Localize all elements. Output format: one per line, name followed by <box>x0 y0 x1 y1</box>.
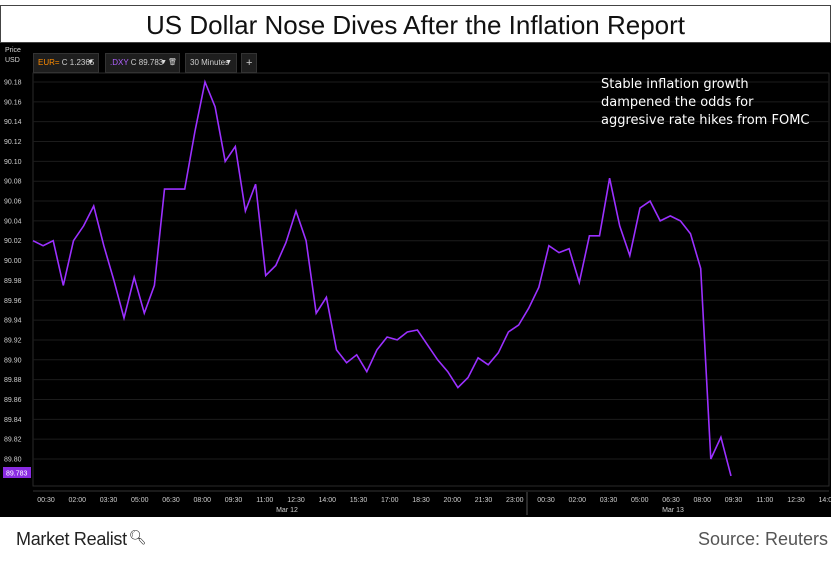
x-tick-label: 02:00 <box>568 497 586 504</box>
y-tick-label: 89.94 <box>4 318 22 325</box>
y-tick-label: 89.80 <box>4 457 22 464</box>
annotation-line-1: Stable inflation growth <box>601 77 749 92</box>
price-label-line2: USD <box>5 57 20 64</box>
eur-prefix: EUR= <box>38 58 60 67</box>
y-tick-label: 90.08 <box>4 179 22 186</box>
x-tick-label: 15:30 <box>350 497 368 504</box>
x-tick-label: 14:00 <box>318 497 336 504</box>
x-tick-label: 12:30 <box>787 497 805 504</box>
x-tick-label: 09:30 <box>225 497 243 504</box>
x-tick-label: 12:30 <box>287 497 305 504</box>
x-tick-label: 03:30 <box>100 497 118 504</box>
x-tick-label: 20:00 <box>443 497 461 504</box>
title-box: US Dollar Nose Dives After the Inflation… <box>0 5 831 43</box>
x-tick-label: 11:00 <box>756 497 773 504</box>
chart-toolbar: Price USD EUR= C 1.2365 ▼ .DXY C 89.783 … <box>0 43 831 73</box>
brand-logo: Market Realist 🔍︎ <box>16 529 147 550</box>
y-tick-label: 90.12 <box>4 139 22 146</box>
trash-icon[interactable]: 🗑 <box>168 59 177 66</box>
eur-value: C 1.2365 <box>61 58 95 67</box>
x-tick-label: 03:30 <box>600 497 618 504</box>
y-tick-label: 90.02 <box>4 238 22 245</box>
dxy-series-line <box>32 79 732 477</box>
footer: Market Realist 🔍︎ Source: Reuters <box>0 517 833 561</box>
x-tick-label: 09:30 <box>725 497 743 504</box>
magnifier-icon: 🔍︎ <box>128 529 147 545</box>
x-tick-label: 08:00 <box>193 497 211 504</box>
x-tick-label: 05:00 <box>631 497 649 504</box>
y-tick-label: 90.04 <box>4 218 22 225</box>
y-tick-label: 89.90 <box>4 357 22 364</box>
y-tick-label: 90.10 <box>4 159 22 166</box>
x-tick-label: 08:00 <box>693 497 711 504</box>
source-credit: Source: Reuters <box>697 529 828 549</box>
y-tick-label: 90.00 <box>4 258 22 265</box>
add-series-button[interactable]: + <box>241 53 257 73</box>
annotation-line-2: dampened the odds for <box>601 95 754 110</box>
interval-value: 30 Minutes <box>190 58 230 67</box>
chevron-down-icon: ▼ <box>225 59 232 66</box>
y-tick-label: 89.88 <box>4 377 22 384</box>
price-tag-label: 89.783 <box>6 471 28 478</box>
x-tick-label: 06:30 <box>662 497 680 504</box>
chart-title: US Dollar Nose Dives After the Inflation… <box>145 10 686 40</box>
y-tick-label: 89.98 <box>4 278 22 285</box>
y-axis: 90.18 90.16 90.14 90.12 90.10 90.08 90.06 90.04… <box>4 80 22 464</box>
interval-selector[interactable]: 30 Minutes ▼ <box>185 53 237 73</box>
y-tick-label: 89.82 <box>4 437 22 444</box>
chevron-down-icon: ▼ <box>87 59 94 66</box>
chart-panel: 90.18 90.16 90.14 90.12 90.10 90.08 90.06 90.04… <box>0 43 831 517</box>
x-tick-label: 11:00 <box>256 497 273 504</box>
date-label: Mar 13 <box>662 507 684 514</box>
last-price-tag: 89.783 <box>3 467 31 478</box>
y-tick-label: 89.92 <box>4 337 22 344</box>
price-axis-label: Price USD <box>5 46 21 66</box>
y-tick-label: 90.16 <box>4 99 22 106</box>
x-axis: 00:30 02:00 03:30 05:00 06:30 08:00 09:30 11:00… <box>33 490 831 515</box>
chart-area: 90.18 90.16 90.14 90.12 90.10 90.08 90.06 90.04… <box>3 72 831 515</box>
y-tick-label: 90.18 <box>4 80 22 87</box>
chevron-down-icon: ▼ <box>160 59 167 66</box>
price-label-line1: Price <box>5 47 21 54</box>
x-tick-label: 21:30 <box>475 497 493 504</box>
x-tick-label: 18:30 <box>412 497 430 504</box>
x-tick-label: 00:30 <box>537 497 555 504</box>
x-tick-label: 05:00 <box>131 497 149 504</box>
y-tick-label: 89.86 <box>4 397 22 404</box>
date-label: Mar 12 <box>276 507 298 514</box>
dxy-value: C 89.783 <box>130 58 164 67</box>
x-tick-label: 17:00 <box>381 497 399 504</box>
y-tick-label: 90.06 <box>4 199 22 206</box>
x-tick-label: 14:00 <box>818 497 831 504</box>
chart-annotation: Stable inflation growth dampened the odd… <box>601 77 809 128</box>
x-tick-label: 06:30 <box>162 497 180 504</box>
y-tick-label: 90.14 <box>4 119 22 126</box>
plus-icon: + <box>246 57 253 69</box>
dxy-instrument-selector[interactable]: .DXY C 89.783 ▼ 🗑 <box>105 53 180 73</box>
x-tick-label: 02:00 <box>68 497 86 504</box>
y-tick-label: 89.84 <box>4 417 22 424</box>
x-tick-label: 23:00 <box>506 497 524 504</box>
brand-name: Market Realist <box>16 529 127 549</box>
annotation-line-3: aggresive rate hikes from FOMC <box>601 113 809 128</box>
x-tick-label: 00:30 <box>37 497 55 504</box>
eur-instrument-selector[interactable]: EUR= C 1.2365 ▼ <box>33 53 99 73</box>
dxy-prefix: .DXY <box>110 58 129 67</box>
plot-border <box>32 72 830 487</box>
y-tick-label: 89.96 <box>4 298 22 305</box>
grid <box>32 72 830 487</box>
price-tag-background <box>3 467 31 478</box>
